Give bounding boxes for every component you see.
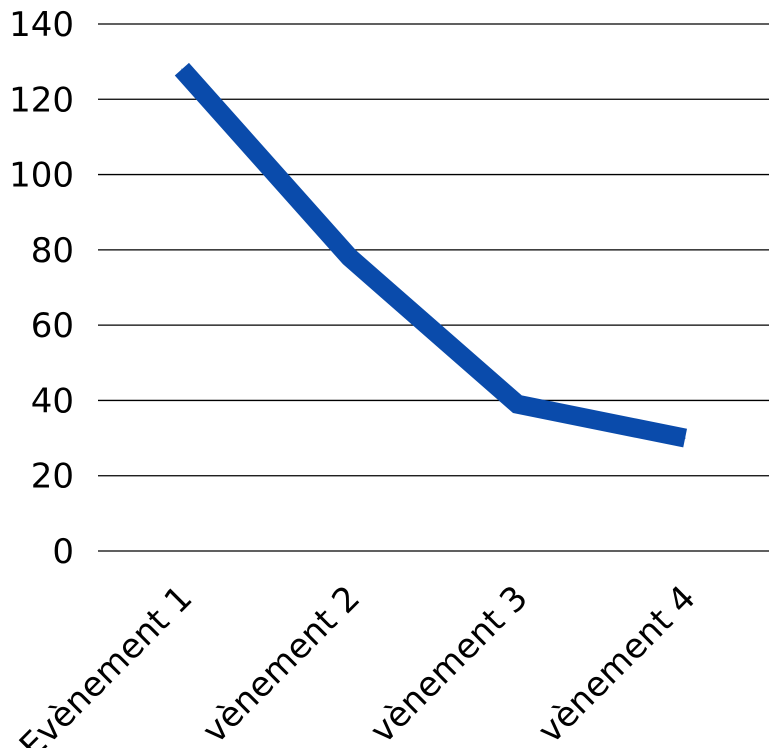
y-tick-label: 120 <box>9 80 74 120</box>
x-tick-label: vènement 4 <box>530 578 703 748</box>
x-tick-label: vènement 3 <box>363 578 536 748</box>
x-tick-label: Evènement 1 <box>12 578 200 748</box>
series-line <box>174 62 688 448</box>
x-tick-label: vènement 2 <box>195 578 368 748</box>
y-tick-label: 20 <box>31 457 74 497</box>
gridlines <box>98 23 769 552</box>
series-group <box>174 62 688 448</box>
y-axis-tick-labels: 0 20 40 60 80 100 120 140 <box>9 5 74 572</box>
y-tick-label: 0 <box>52 532 74 572</box>
y-tick-label: 100 <box>9 156 74 196</box>
data-point <box>349 256 351 258</box>
y-tick-label: 140 <box>9 5 74 45</box>
y-tick-label: 60 <box>31 306 74 346</box>
data-point <box>181 68 183 70</box>
y-tick-label: 40 <box>31 381 74 421</box>
data-point <box>516 403 518 405</box>
data-point <box>684 437 686 439</box>
y-tick-label: 80 <box>31 231 74 271</box>
